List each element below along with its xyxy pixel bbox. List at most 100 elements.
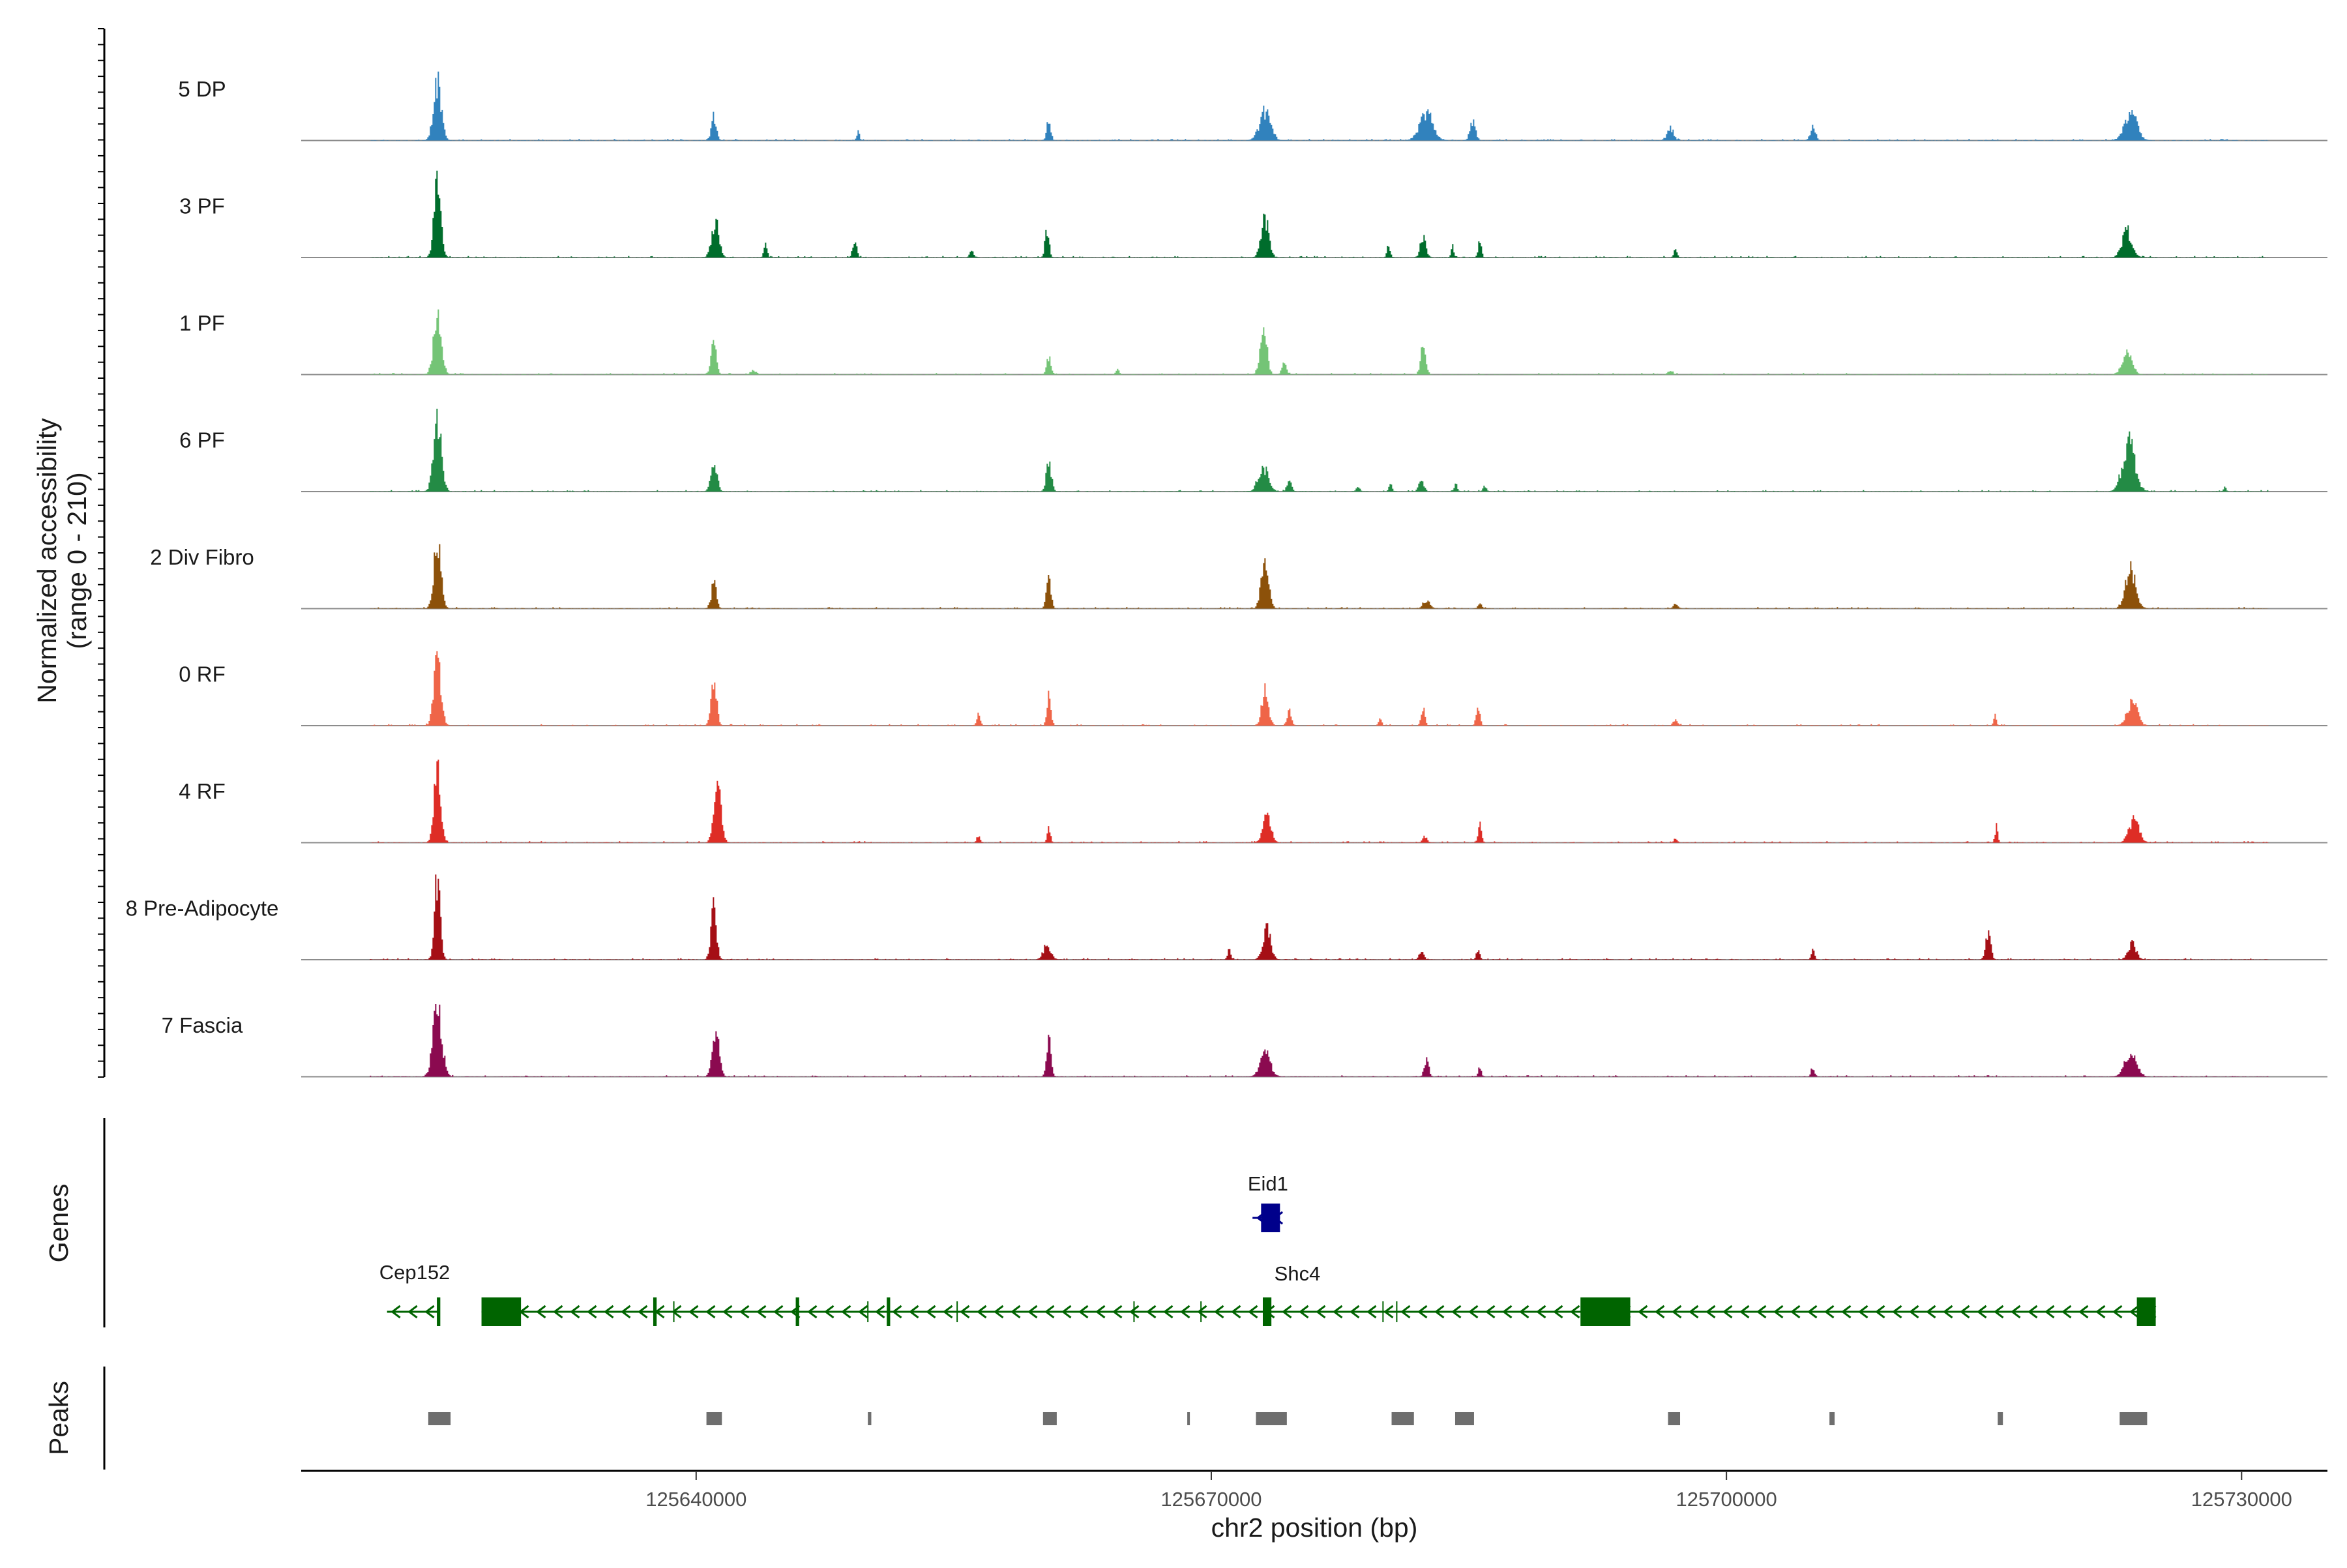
gene-strand-chevron <box>1282 1305 1292 1319</box>
gene-strand-chevron <box>536 1305 546 1319</box>
peak-region <box>1256 1412 1287 1425</box>
gene-strand-chevron <box>1197 1305 1207 1319</box>
gene-strand-chevron <box>1146 1305 1157 1319</box>
peak-region <box>1391 1412 1414 1425</box>
gene-strand-chevron <box>943 1305 953 1319</box>
coverage-area <box>370 651 2269 726</box>
gene-strand-chevron <box>1180 1305 1190 1319</box>
gene-exon <box>1580 1297 1631 1326</box>
gene-strand-chevron <box>1756 1305 1767 1319</box>
gene-strand-chevron <box>1299 1305 1309 1319</box>
coverage-track: 2 Div Fibro <box>150 544 2327 610</box>
gene-strand-chevron <box>1943 1305 1953 1319</box>
gene-strand-chevron <box>1451 1305 1462 1319</box>
gene-exon <box>481 1297 522 1326</box>
track-label: 3 PF <box>179 194 225 218</box>
peak-region <box>1998 1412 2003 1425</box>
gene-strand-chevron <box>2011 1305 2021 1319</box>
gene-strand-chevron <box>1570 1305 1580 1319</box>
gene-strand-chevron <box>570 1305 580 1319</box>
gene-strand-chevron <box>407 1305 418 1319</box>
coverage-track: 1 PF <box>179 309 2327 376</box>
gene-strand-chevron <box>1350 1305 1360 1319</box>
gene-strand-chevron <box>1214 1305 1224 1319</box>
gene-strand-chevron <box>1553 1305 1563 1319</box>
gene-strand-chevron <box>977 1305 987 1319</box>
peak-region <box>868 1412 872 1425</box>
gene-strand-chevron <box>1044 1305 1055 1319</box>
gene-strand-chevron <box>2095 1305 2106 1319</box>
coverage-track: 6 PF <box>179 408 2327 492</box>
gene-strand-chevron <box>739 1305 750 1319</box>
gene-strand-chevron <box>587 1305 597 1319</box>
gene-strand-chevron <box>391 1305 401 1319</box>
gene-strand-chevron <box>1926 1305 1936 1319</box>
gene-strand-chevron <box>926 1305 936 1319</box>
gene-strand-chevron <box>1417 1305 1428 1319</box>
peaks-y-label: Peaks <box>44 1381 74 1455</box>
x-axis: 125640000 125670000 125700000 125730000 chr2… <box>301 1470 2327 1543</box>
gene-strand-chevron <box>960 1305 970 1319</box>
track-label: 6 PF <box>179 428 225 452</box>
coverage-area <box>370 760 2269 843</box>
gene-strand-chevron <box>1705 1305 1716 1319</box>
coverage-track: 8 Pre-Adipocyte <box>126 874 2327 960</box>
coverage-area <box>370 170 2269 258</box>
peak-region <box>1454 1412 1474 1425</box>
gene-strand-chevron <box>1231 1305 1241 1319</box>
coverage-area <box>370 544 2269 609</box>
gene-strand-chevron <box>1739 1305 1750 1319</box>
gene-strand-chevron <box>994 1305 1004 1319</box>
gene-strand-chevron <box>824 1305 834 1319</box>
coverage-area <box>370 874 2269 960</box>
coverage-area <box>370 71 2269 141</box>
gene-strand-chevron <box>1638 1305 1648 1319</box>
track-label: 7 Fascia <box>162 1013 243 1037</box>
gene-strand-chevron <box>1722 1305 1733 1319</box>
peak-region <box>428 1412 451 1425</box>
coverage-track: 7 Fascia <box>162 1004 2327 1078</box>
gene-strand-chevron <box>807 1305 818 1319</box>
gene-exon <box>887 1297 891 1326</box>
gene-strand-chevron <box>1655 1305 1665 1319</box>
peak-region <box>1668 1412 1681 1425</box>
x-axis-title: chr2 position (bp) <box>1211 1513 1418 1543</box>
gene-strand-chevron <box>1163 1305 1174 1319</box>
gene-strand-chevron <box>2061 1305 2072 1319</box>
track-label: 8 Pre-Adipocyte <box>126 896 279 921</box>
gene-strand-chevron <box>604 1305 614 1319</box>
gene-exon <box>1261 1204 1280 1232</box>
gene-strand-chevron <box>1027 1305 1038 1319</box>
coverage-area <box>370 408 2269 492</box>
gene-exon <box>653 1297 657 1326</box>
gene-strand-chevron <box>1333 1305 1343 1319</box>
coverage-track: 0 RF <box>179 651 2327 726</box>
gene-cep152: Cep152 <box>379 1261 450 1326</box>
coverage-track: 4 RF <box>179 760 2327 844</box>
gene-strand-chevron <box>1892 1305 1902 1319</box>
gene-strand-chevron <box>1468 1305 1479 1319</box>
gene-strand-chevron <box>1790 1305 1801 1319</box>
gene-strand-chevron <box>773 1305 784 1319</box>
gene-strand-chevron <box>909 1305 919 1319</box>
gene-strand-chevron <box>1316 1305 1326 1319</box>
gene-strand-chevron <box>1400 1305 1411 1319</box>
gene-strand-chevron <box>722 1305 733 1319</box>
gene-strand-chevron <box>638 1305 648 1319</box>
x-tick-label: 125670000 <box>1160 1488 1262 1511</box>
gene-strand-chevron <box>1095 1305 1106 1319</box>
gene-strand-chevron <box>1536 1305 1546 1319</box>
gene-strand-chevron <box>1672 1305 1682 1319</box>
gene-strand-chevron <box>1485 1305 1496 1319</box>
gene-strand-chevron <box>1994 1305 2004 1319</box>
gene-strand-chevron <box>2129 1305 2140 1319</box>
x-tick-label: 125640000 <box>645 1488 746 1511</box>
peak-region <box>706 1412 722 1425</box>
gene-strand-chevron <box>2112 1305 2123 1319</box>
gene-strand-chevron <box>1977 1305 1987 1319</box>
gene-eid1: Eid1 <box>1248 1172 1288 1232</box>
gene-strand-chevron <box>2028 1305 2038 1319</box>
gene-strand-chevron <box>875 1305 885 1319</box>
